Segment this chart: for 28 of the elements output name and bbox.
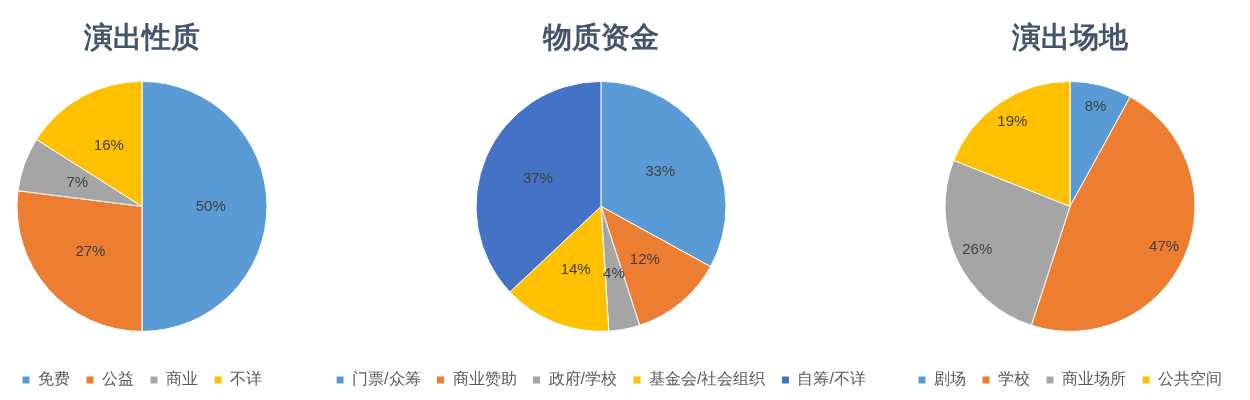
data-label: 47% bbox=[1149, 237, 1180, 255]
legend-label: 不详 bbox=[230, 370, 262, 388]
data-label: 16% bbox=[93, 136, 124, 154]
legend-label: 公益 bbox=[102, 370, 134, 388]
data-label: 19% bbox=[997, 111, 1028, 129]
legend-label: 基金会/社会组织 bbox=[649, 370, 766, 388]
data-label: 26% bbox=[962, 240, 993, 258]
chart-title: 演出场地 bbox=[1011, 21, 1129, 54]
legend-label: 商业场所 bbox=[1062, 370, 1126, 388]
chart-title: 演出性质 bbox=[83, 21, 200, 54]
legend-label: 商业 bbox=[166, 370, 198, 388]
data-label: 50% bbox=[195, 196, 226, 214]
chart-title: 物质资金 bbox=[542, 21, 659, 54]
legend-label: 公共空间 bbox=[1158, 370, 1222, 388]
data-label: 27% bbox=[75, 242, 106, 260]
data-label: 12% bbox=[629, 249, 660, 267]
legend-label: 剧场 bbox=[934, 370, 966, 388]
data-label: 7% bbox=[66, 173, 89, 191]
legend-label: 门票/众筹 bbox=[352, 370, 421, 388]
legend-label: 政府/学校 bbox=[548, 370, 618, 388]
data-label: 8% bbox=[1084, 97, 1107, 115]
legend-label: 学校 bbox=[998, 370, 1030, 388]
data-label: 33% bbox=[645, 161, 676, 179]
legend-label: 免费 bbox=[38, 370, 70, 388]
data-label: 37% bbox=[522, 169, 553, 187]
data-label: 14% bbox=[560, 260, 591, 278]
legend-label: 自筹/不详 bbox=[797, 370, 866, 388]
legend-label: 商业赞助 bbox=[452, 370, 517, 388]
